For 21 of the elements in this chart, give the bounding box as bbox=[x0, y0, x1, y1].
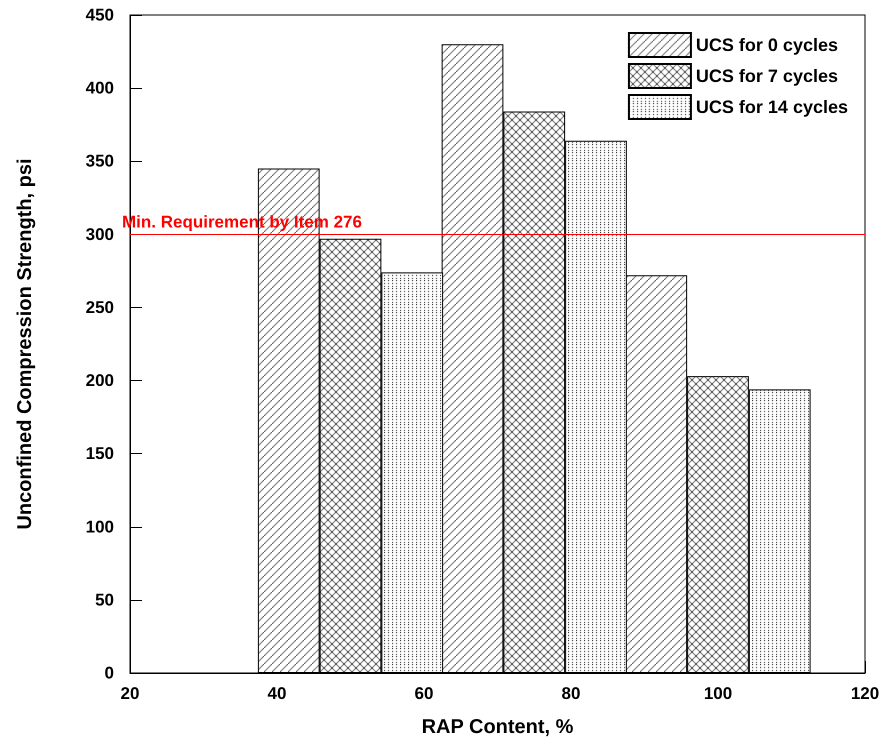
x-tick-label: 100 bbox=[704, 684, 732, 703]
y-tick-label: 350 bbox=[86, 152, 114, 171]
y-tick-label: 300 bbox=[86, 224, 114, 244]
y-tick-label: 50 bbox=[95, 590, 114, 610]
x-tick-label: 40 bbox=[268, 684, 286, 703]
x-tick-label: 60 bbox=[414, 684, 434, 703]
x-tick-label: 120 bbox=[850, 684, 880, 703]
legend-label: UCS for 0 cycles bbox=[696, 35, 838, 55]
y-tick-label: 100 bbox=[86, 517, 114, 536]
y-tick-label: 200 bbox=[86, 371, 114, 390]
y-tick-label: 0 bbox=[104, 664, 114, 682]
y-tick-label: 150 bbox=[86, 444, 114, 464]
y-tick-label: 400 bbox=[86, 78, 114, 98]
legend-label: UCS for 14 cycles bbox=[696, 97, 848, 117]
x-tick-label: 80 bbox=[562, 684, 580, 703]
y-tick-label: 450 bbox=[86, 6, 114, 24]
y-axis-title: Unconfined Compression Strength, psi bbox=[14, 158, 36, 530]
legend-label: UCS for 7 cycles bbox=[696, 66, 838, 86]
x-tick-label: 20 bbox=[120, 684, 140, 703]
y-tick-label: 250 bbox=[86, 298, 114, 317]
x-axis-title: RAP Content, % bbox=[422, 716, 574, 738]
